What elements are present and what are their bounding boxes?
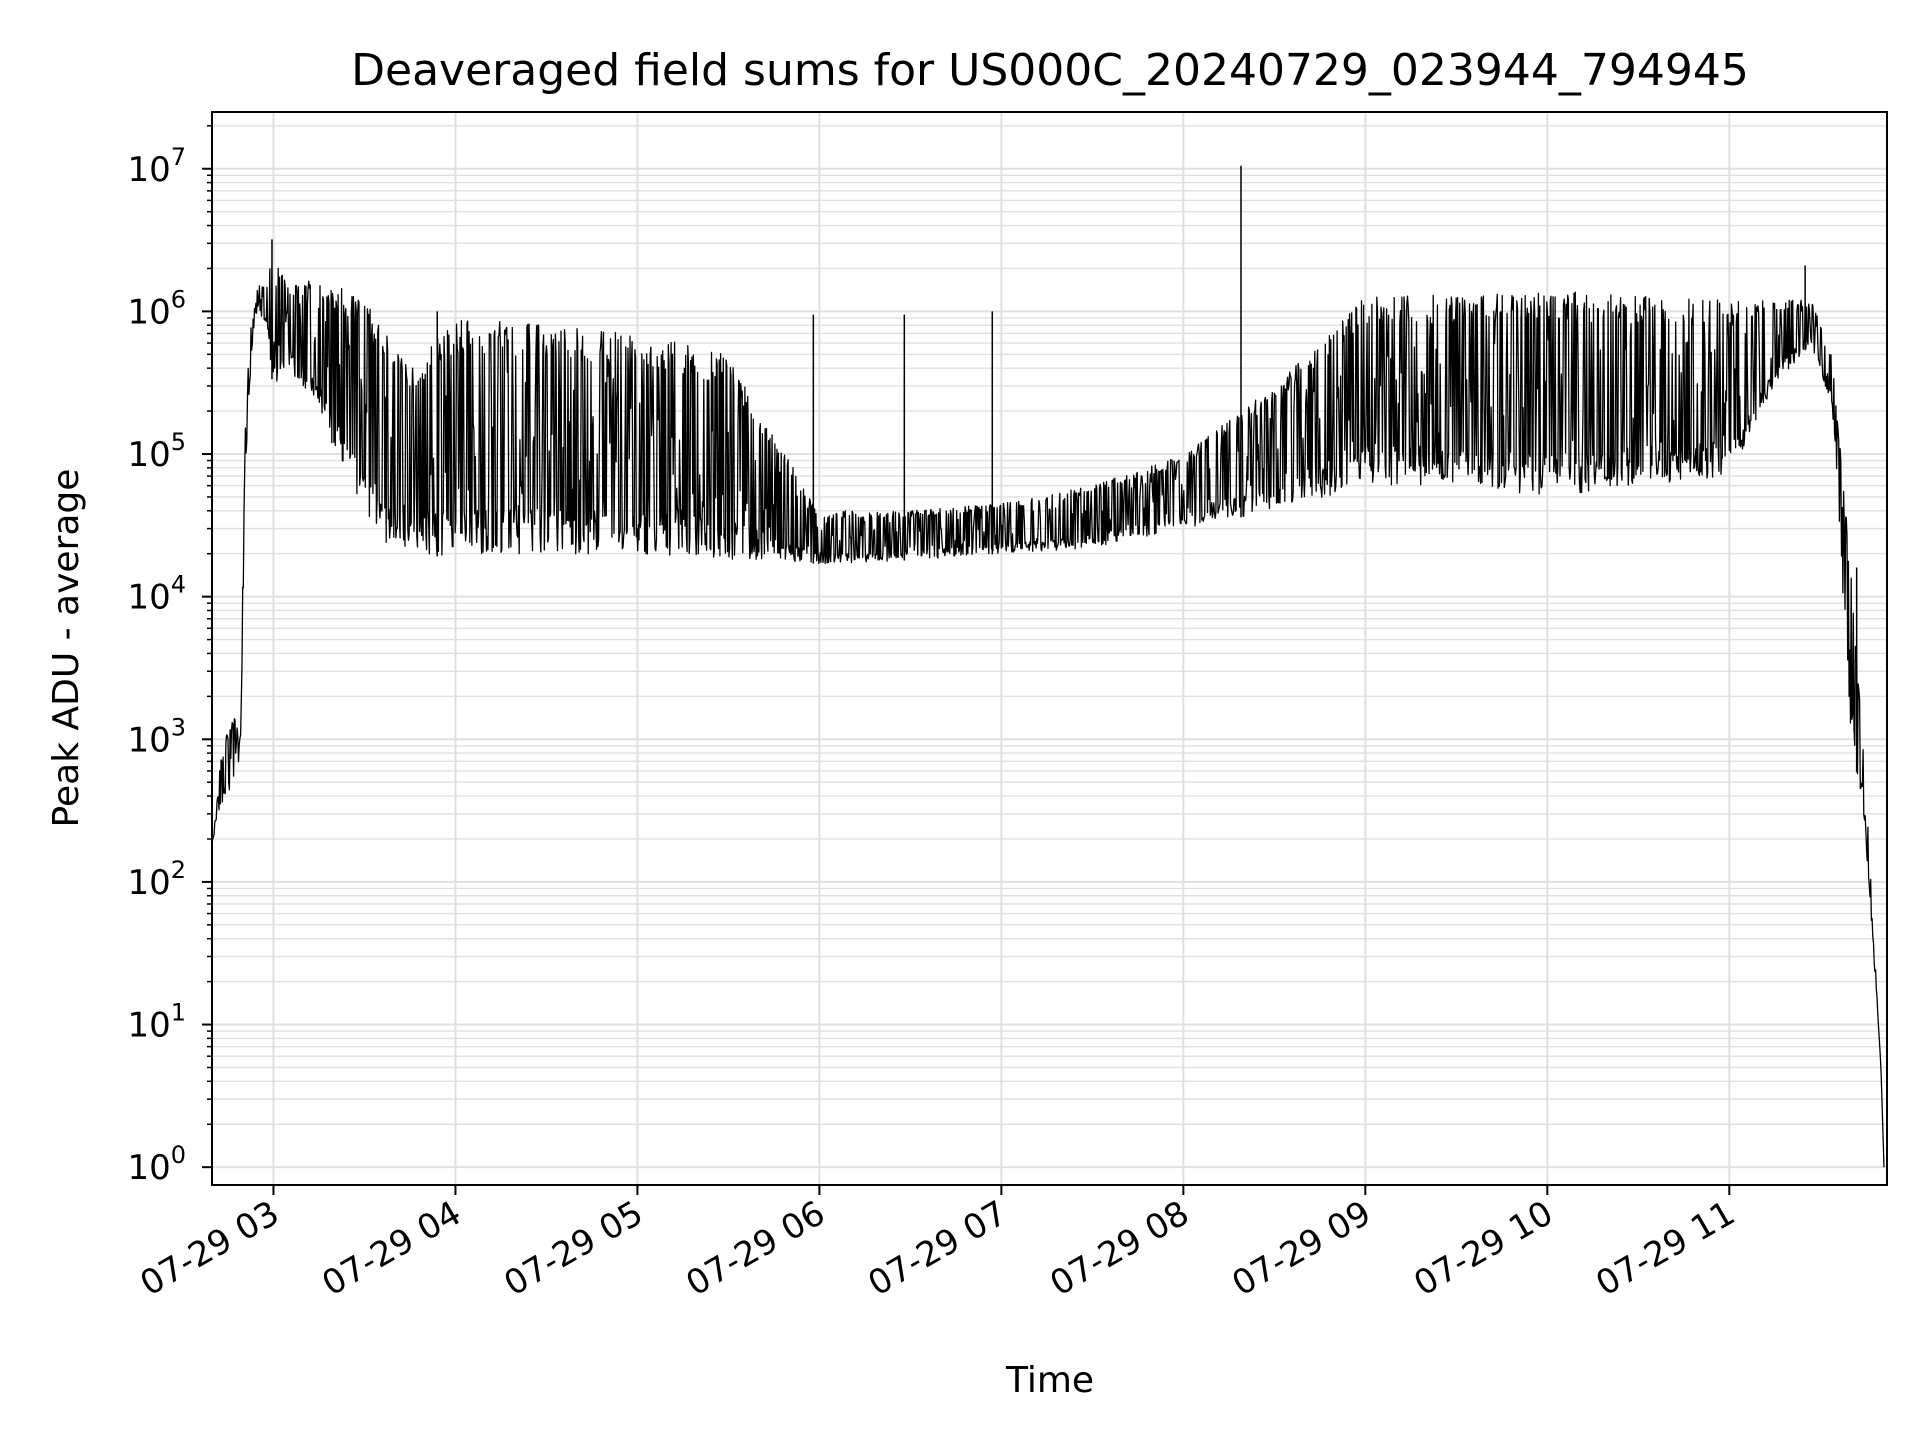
y-tick-label: 104: [127, 571, 186, 618]
series-layer: [211, 165, 1885, 1168]
series-line: [211, 267, 1885, 1168]
y-tick-label: 105: [127, 428, 186, 475]
y-tick-label: 107: [127, 143, 186, 190]
x-axis-label: Time: [1005, 1360, 1094, 1401]
y-tick-label: 101: [127, 999, 186, 1046]
y-tick-label: 106: [127, 285, 186, 332]
y-tick-label: 103: [127, 713, 186, 760]
grid: [212, 112, 1887, 1185]
y-tick-label: 102: [127, 856, 186, 903]
y-axis: 100 101 102 103 104 105 106 107: [127, 125, 212, 1188]
y-tick-label: 100: [127, 1141, 186, 1188]
y-axis-label: Peak ADU - average: [46, 469, 87, 828]
plot-frame: [211, 111, 1888, 1186]
chart-title: Deaveraged field sums for US000C_2024072…: [351, 45, 1749, 96]
